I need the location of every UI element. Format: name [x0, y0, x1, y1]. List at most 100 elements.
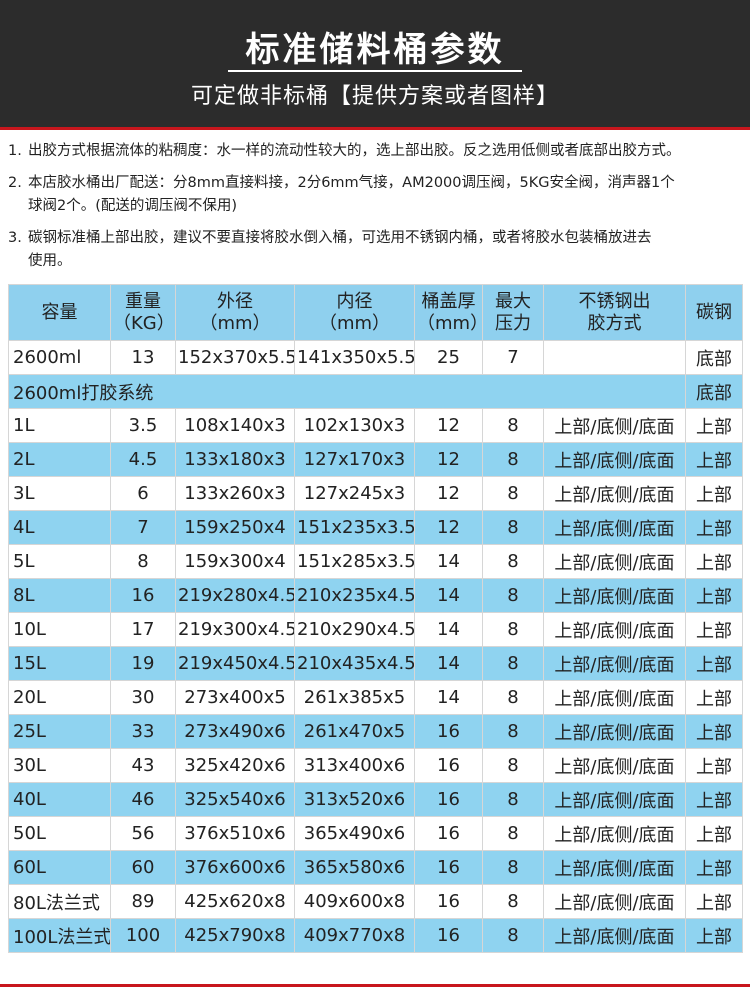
column-header: 桶盖厚 （mm） [414, 284, 483, 341]
note-number: 2. [8, 175, 22, 191]
note-line: 出胶方式根据流体的粘稠度：水一样的流动性较大的，选上部出胶。反之选用低侧或者底部… [28, 143, 681, 159]
subtitle: 可定做非标桶【提供方案或者图样】 [190, 84, 559, 109]
table-cell: 8 [482, 646, 544, 681]
table-cell: 313x400x6 [294, 748, 415, 783]
table-cell: 376x600x6 [175, 850, 295, 885]
table-cell: 210x290x4.5 [294, 612, 415, 647]
table-cell: 376x510x6 [175, 816, 295, 851]
table-row: 4L 7 159x250x4 151x235x3.5 12 8 上部/底侧/底面 上部 [8, 510, 743, 545]
table-cell: 14 [414, 578, 483, 613]
note-number: 3. [8, 230, 22, 246]
table-cell: 上部 [685, 748, 743, 783]
table-cell: 159x250x4 [175, 510, 295, 545]
table-cell: 16 [414, 816, 483, 851]
title-rule [228, 70, 522, 72]
table-cell: 4L [8, 510, 111, 545]
table-cell: 上部/底侧/底面 [543, 884, 686, 919]
table-cell: 409x770x8 [294, 918, 415, 953]
table-cell: 108x140x3 [175, 408, 295, 443]
table-cell: 60 [110, 850, 176, 885]
table-cell: 16 [414, 884, 483, 919]
header-line: 内径 [336, 290, 373, 312]
table-cell: 1L [8, 408, 111, 443]
table-cell: 10L [8, 612, 111, 647]
header-line: 碳钢 [696, 301, 732, 323]
table-row: 30L 43 325x420x6 313x400x6 16 8 上部/底侧/底面 上部 [8, 748, 743, 783]
table-row: 100L法兰式 100 425x790x8 409x770x8 16 8 上部/底侧/底面上… [8, 918, 743, 953]
table-cell: 50L [8, 816, 111, 851]
table-cell: 8 [482, 476, 544, 511]
header-line: 桶盖厚 [421, 290, 476, 312]
table-cell: 8 [482, 680, 544, 715]
column-header: 碳钢 [685, 284, 743, 341]
note-line: 本店胶水桶出厂配送：分8mm直接料接，2分6mm气接，AM2000调压阀，5KG… [28, 175, 675, 191]
header-band: 标准储料桶参数 可定做非标桶【提供方案或者图样】 [0, 0, 750, 130]
table-row: 80L法兰式 89 425x620x8 409x600x8 16 8 上部/底侧/底面 上部 [8, 884, 743, 919]
table-cell: 16 [414, 850, 483, 885]
table-cell: 17 [110, 612, 176, 647]
table-row: 2600ml打胶系统 底部 [8, 374, 743, 409]
table-cell: 219x450x4.5 [175, 646, 295, 681]
table-cell: 上部 [685, 510, 743, 545]
table-row: 2L 4.5 133x180x3 127x170x3 12 8 上部/底侧/底面 上部 [8, 442, 743, 477]
table-cell: 16 [414, 918, 483, 953]
table-cell: 30 [110, 680, 176, 715]
bottom-rule [0, 984, 750, 987]
table-row: 25L 33 273x490x6 261x470x5 16 8 上部/底侧/底面 上部 [8, 714, 743, 749]
table-cell: 43 [110, 748, 176, 783]
note: 1. 出胶方式根据流体的粘稠度：水一样的流动性较大的，选上部出胶。反之选用低侧或者… [8, 140, 748, 163]
table-cell: 100 [110, 918, 176, 953]
table-row: 50L 56 376x510x6 365x490x6 16 8 上部/底侧/底面 上部 [8, 816, 743, 851]
column-header: 外径 （mm） [175, 284, 295, 341]
column-header: 内径 （mm） [294, 284, 415, 341]
header-line: （mm） [417, 312, 483, 334]
table-cell: 159x300x4 [175, 544, 295, 579]
table-cell: 46 [110, 782, 176, 817]
table-cell: 273x400x5 [175, 680, 295, 715]
table-cell: 60L [8, 850, 111, 885]
table-cell: 8 [482, 612, 544, 647]
table-cell: 409x600x8 [294, 884, 415, 919]
table-cell: 12 [414, 510, 483, 545]
table-cell: 上部 [685, 544, 743, 579]
table-cell: 80L法兰式 [8, 884, 111, 919]
table-cell: 152x370x5.5 [175, 340, 295, 375]
table-cell: 上部 [685, 442, 743, 477]
table-cell: 127x245x3 [294, 476, 415, 511]
table-cell: 14 [414, 544, 483, 579]
table-cell: 上部/底侧/底面 [543, 714, 686, 749]
table-cell: 219x280x4.5 [175, 578, 295, 613]
header-line: （mm） [318, 312, 391, 334]
table-cell: 上部/底侧/底面 [543, 782, 686, 817]
table-cell: 上部 [685, 476, 743, 511]
table-cell: 上部 [685, 646, 743, 681]
header-line: 压力 [495, 312, 531, 334]
table-row: 3L 6 133x260x3 127x245x3 12 8 上部/底侧/底面 上部 [8, 476, 743, 511]
table-cell: 33 [110, 714, 176, 749]
table-cell: 底部 [685, 340, 743, 375]
table-cell: 151x285x3.5 [294, 544, 415, 579]
table-cell: 8 [482, 714, 544, 749]
table-cell: 141x350x5.5 [294, 340, 415, 375]
table-cell: 上部 [685, 714, 743, 749]
table-cell: 上部 [685, 850, 743, 885]
table-cell: 8 [482, 748, 544, 783]
table-cell: 273x490x6 [175, 714, 295, 749]
table-cell: 365x580x6 [294, 850, 415, 885]
table-cell: 12 [414, 408, 483, 443]
table-cell: 151x235x3.5 [294, 510, 415, 545]
table-cell: 20L [8, 680, 111, 715]
table-cell: 133x180x3 [175, 442, 295, 477]
table-cell: 14 [414, 680, 483, 715]
table-cell: 8 [482, 408, 544, 443]
note: 3. 碳钢标准桶上部出胶，建议不要直接将胶水倒入桶，可选用不锈钢内桶，或者将胶水包… [8, 227, 748, 273]
table-cell: 14 [414, 646, 483, 681]
table-cell: 133x260x3 [175, 476, 295, 511]
table-cell: 102x130x3 [294, 408, 415, 443]
title: 标准储料桶参数 [245, 30, 505, 70]
table-cell: 16 [414, 714, 483, 749]
table-cell: 上部/底侧/底面 [543, 544, 686, 579]
table-cell: 上部 [685, 612, 743, 647]
table-cell: 3L [8, 476, 111, 511]
table-cell: 上部 [685, 782, 743, 817]
